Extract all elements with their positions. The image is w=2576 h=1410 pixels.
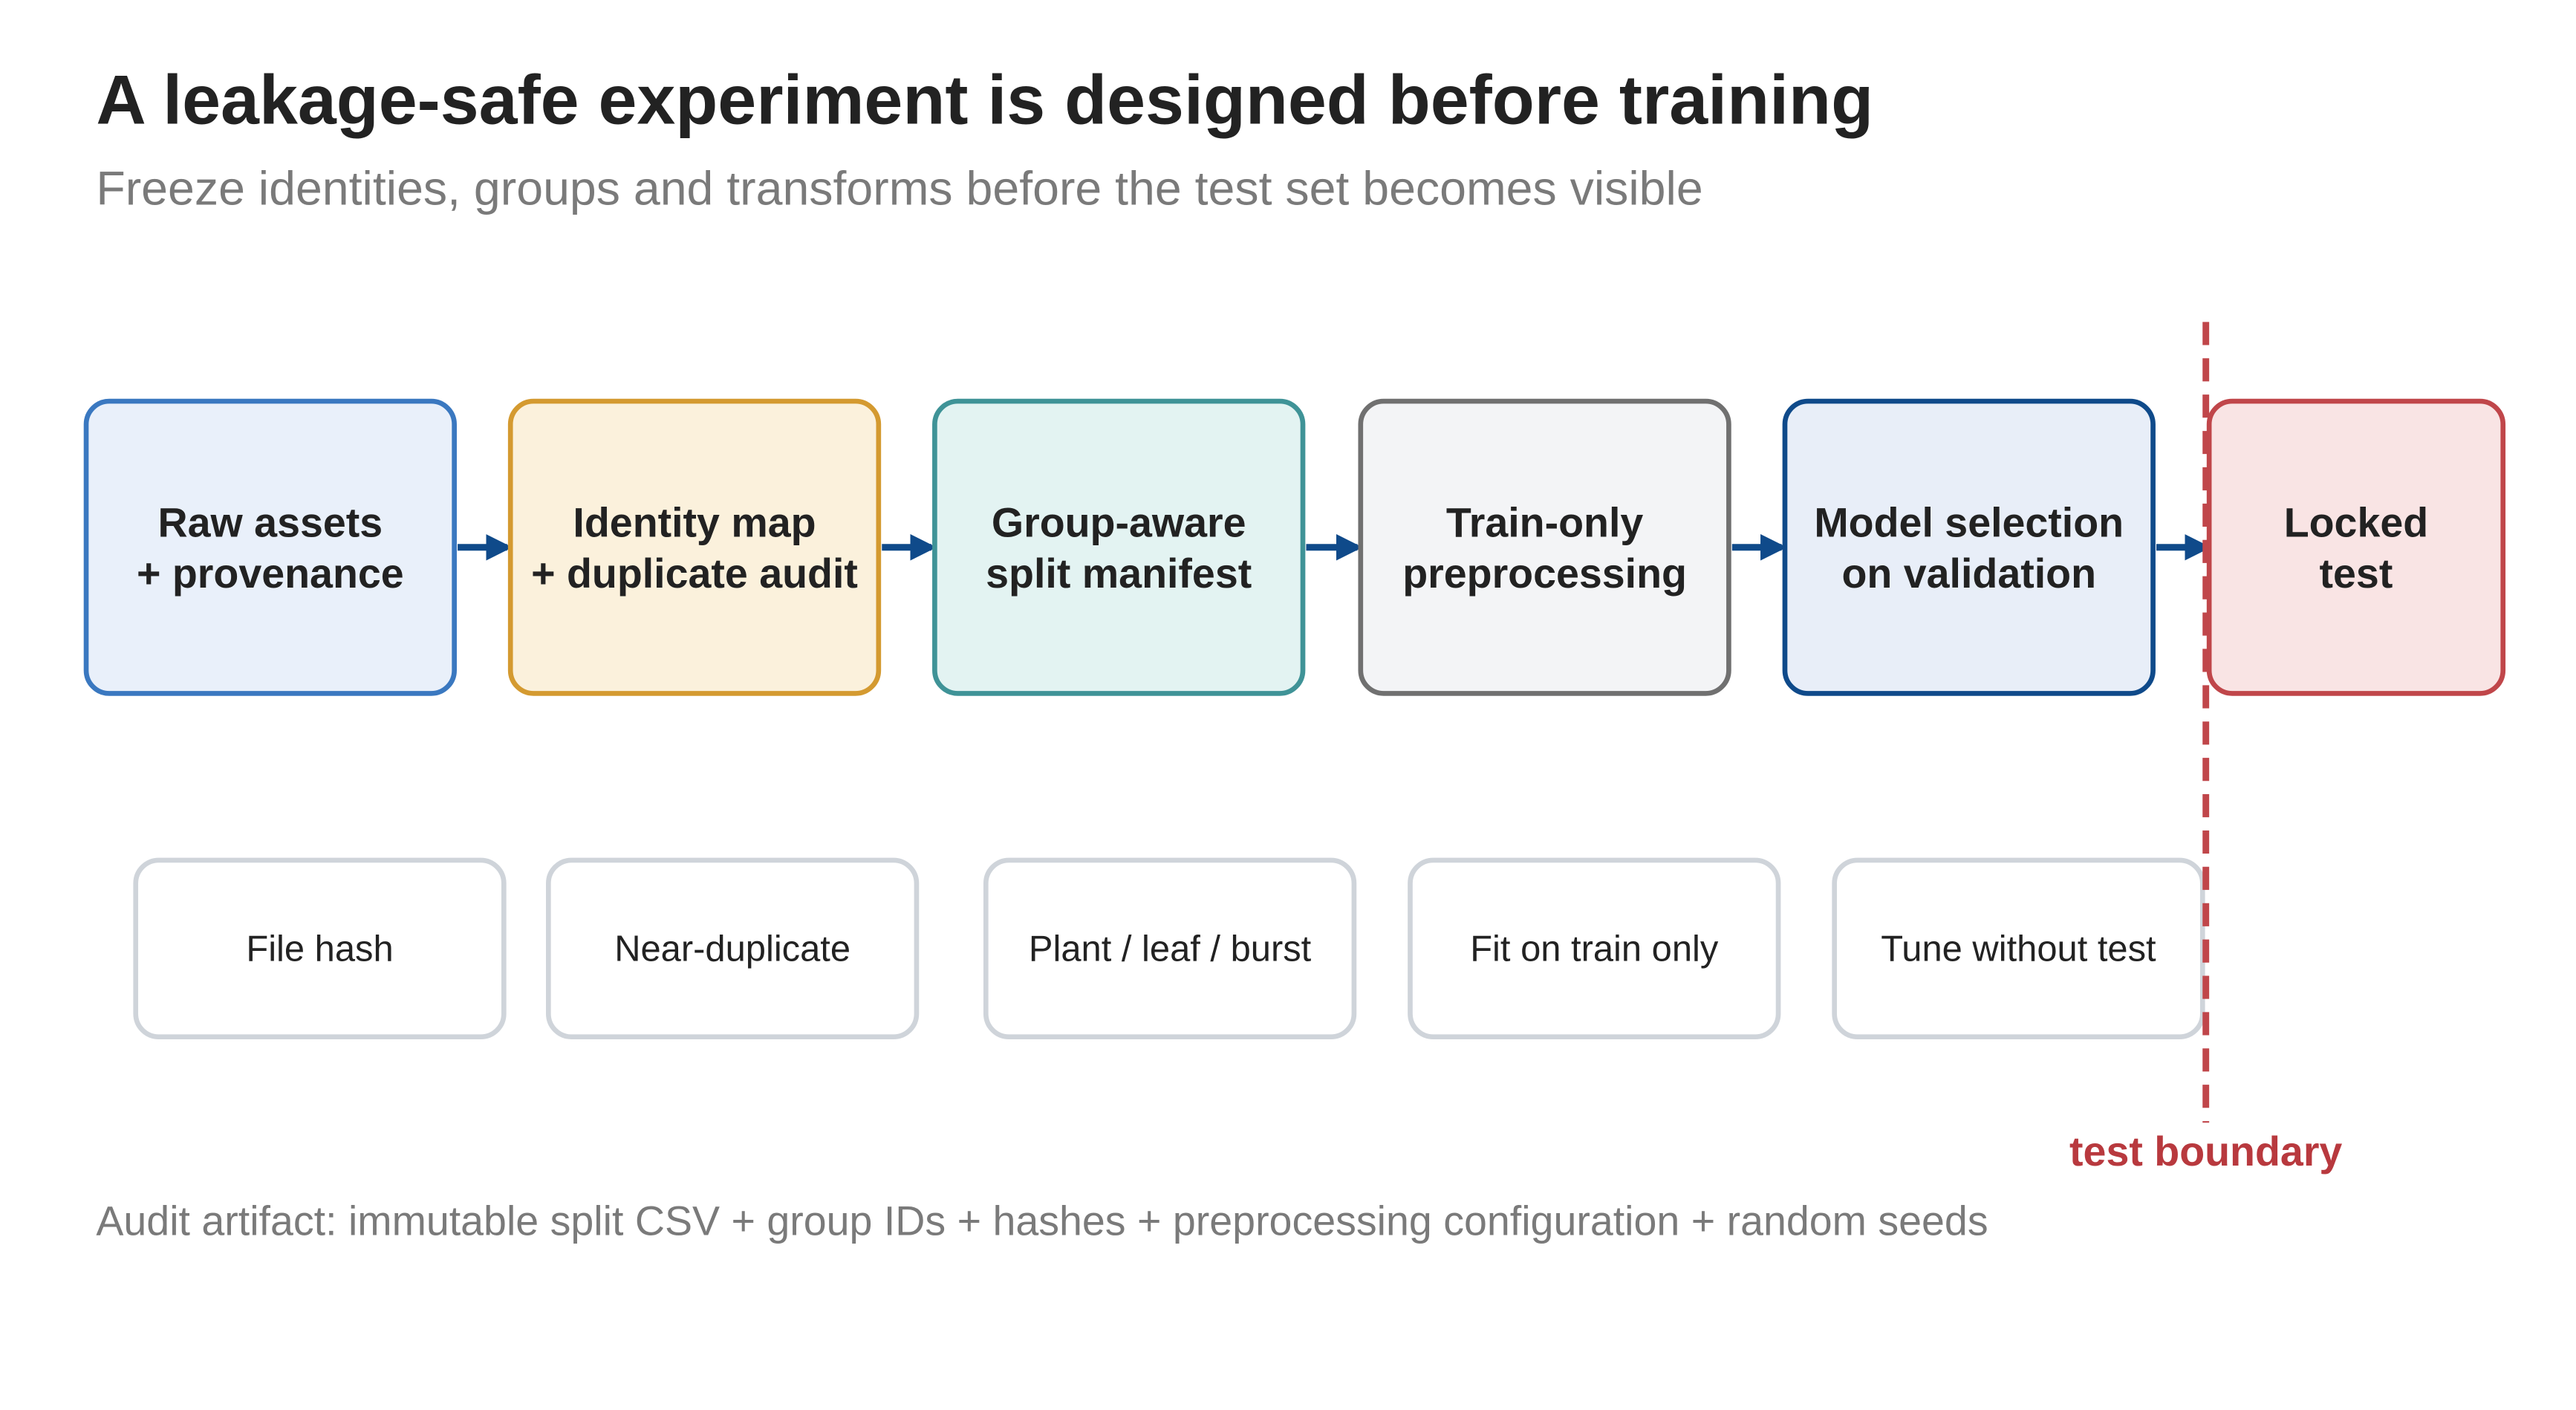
step-label: preprocessing (1402, 550, 1687, 597)
note: File hash (133, 857, 507, 1040)
note-box (1408, 857, 1781, 1040)
step: Identity map + duplicate audit (507, 398, 882, 696)
note-label: Fit on train only (1470, 929, 1719, 969)
step: Group-aware split manifest (932, 398, 1306, 696)
step-label: + provenance (137, 550, 404, 597)
note-box (983, 857, 1357, 1040)
step-box (1358, 398, 1731, 696)
step: Raw assets + provenance (83, 398, 457, 696)
step-label: + duplicate audit (531, 550, 858, 597)
note-label: Plant / leaf / burst (1029, 929, 1312, 969)
step-box (507, 398, 882, 696)
note: Plant / leaf / burst (983, 857, 1357, 1040)
note-box (545, 857, 920, 1040)
note-box (133, 857, 507, 1040)
note-label: File hash (246, 929, 393, 969)
step: Train-only preprocessing (1358, 398, 1731, 696)
step-box (932, 398, 1306, 696)
note: Fit on train only (1408, 857, 1781, 1040)
step-label: test (2320, 550, 2393, 597)
step-label: on validation (1841, 550, 2096, 597)
step-label: Locked (2284, 499, 2428, 545)
subtitle: Freeze identities, groups and transforms… (96, 162, 1702, 215)
step-box (83, 398, 457, 696)
step-label: Group-aware (992, 499, 1246, 545)
step-label: split manifest (986, 550, 1252, 597)
note-label: Tune without test (1881, 929, 2156, 969)
step-label: Train-only (1446, 499, 1644, 545)
note-label: Near-duplicate (614, 929, 850, 969)
boundary-label: test boundary (2069, 1128, 2342, 1175)
step-label: Model selection (1814, 499, 2124, 545)
step: Model selection on validation (1782, 398, 2156, 696)
step: Locked test (2206, 398, 2506, 696)
footer: Audit artifact: immutable split CSV + gr… (96, 1198, 1988, 1244)
step-label: Identity map (573, 499, 816, 545)
note: Tune without test (1832, 857, 2205, 1040)
step-label: Raw assets (158, 499, 383, 545)
title: A leakage-safe experiment is designed be… (96, 62, 1873, 139)
step-box (2206, 398, 2506, 696)
note: Near-duplicate (545, 857, 920, 1040)
step-box (1782, 398, 2156, 696)
